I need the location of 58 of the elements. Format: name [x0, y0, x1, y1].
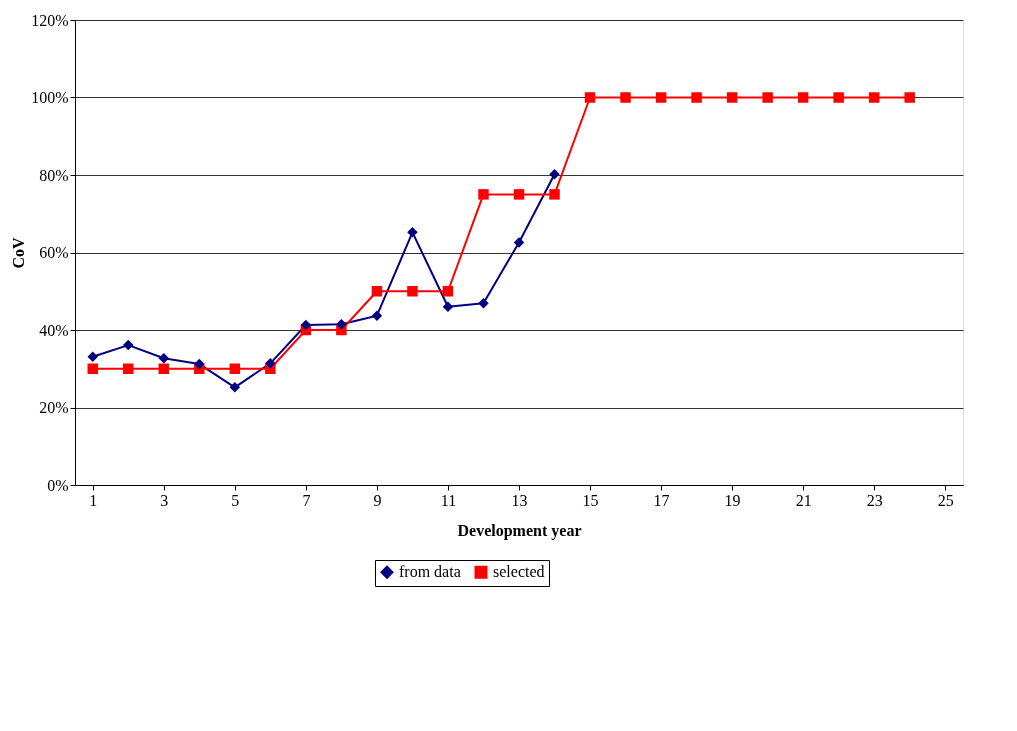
- legend-label: selected: [493, 563, 545, 581]
- point: [87, 363, 98, 374]
- y-tick-label: 80%: [39, 166, 69, 184]
- point: [123, 339, 134, 351]
- x-tick-label: 19: [724, 491, 741, 509]
- point: [123, 363, 134, 374]
- point: [904, 92, 915, 103]
- point: [336, 318, 347, 330]
- point: [513, 189, 525, 200]
- point: [868, 92, 880, 103]
- point: [549, 168, 560, 180]
- x-tick-label: 17: [653, 491, 670, 509]
- point: [407, 227, 418, 238]
- point: [620, 92, 631, 103]
- point: [407, 286, 418, 297]
- x-tick-label: 9: [373, 491, 382, 509]
- point: [584, 92, 596, 103]
- point: [158, 353, 170, 364]
- point: [762, 92, 773, 103]
- y-tick-label: 20%: [39, 399, 69, 416]
- point: [229, 363, 241, 374]
- x-tick-label: 7: [302, 491, 311, 509]
- point: [371, 286, 383, 297]
- point: [229, 382, 241, 393]
- point: [655, 92, 667, 103]
- point: [726, 92, 738, 103]
- point: [691, 92, 702, 103]
- point: [478, 298, 489, 309]
- point: [797, 92, 809, 103]
- point: [442, 301, 454, 312]
- x-axis-title: Development year: [457, 521, 582, 540]
- point: [549, 189, 560, 200]
- y-axis-title: CoV: [10, 237, 28, 269]
- x-tick-label: 21: [795, 491, 812, 509]
- x-tick-label: 25: [937, 491, 954, 509]
- x-tick-label: 3: [160, 491, 169, 509]
- y-tick-label: 40%: [39, 321, 69, 339]
- x-tick-label: 11: [440, 491, 457, 509]
- y-tick-label: 0%: [47, 476, 69, 494]
- x-tick-label: 15: [582, 491, 599, 509]
- point: [371, 310, 383, 321]
- point: [265, 358, 276, 369]
- legend-label: from data: [399, 563, 461, 581]
- x-tick-label: 1: [89, 491, 98, 509]
- point: [833, 92, 844, 103]
- x-tick-label: 13: [511, 491, 528, 509]
- point: [442, 286, 454, 297]
- point: [513, 237, 525, 248]
- y-tick-label: 60%: [39, 244, 69, 261]
- y-tick-label: 100%: [31, 89, 69, 106]
- point: [478, 189, 489, 200]
- x-tick-label: 5: [231, 491, 240, 509]
- point: [87, 351, 98, 362]
- point: [194, 358, 205, 370]
- point: [300, 319, 312, 331]
- point: [158, 363, 170, 374]
- y-tick-label: 120%: [31, 11, 69, 29]
- x-tick-label: 23: [866, 491, 883, 509]
